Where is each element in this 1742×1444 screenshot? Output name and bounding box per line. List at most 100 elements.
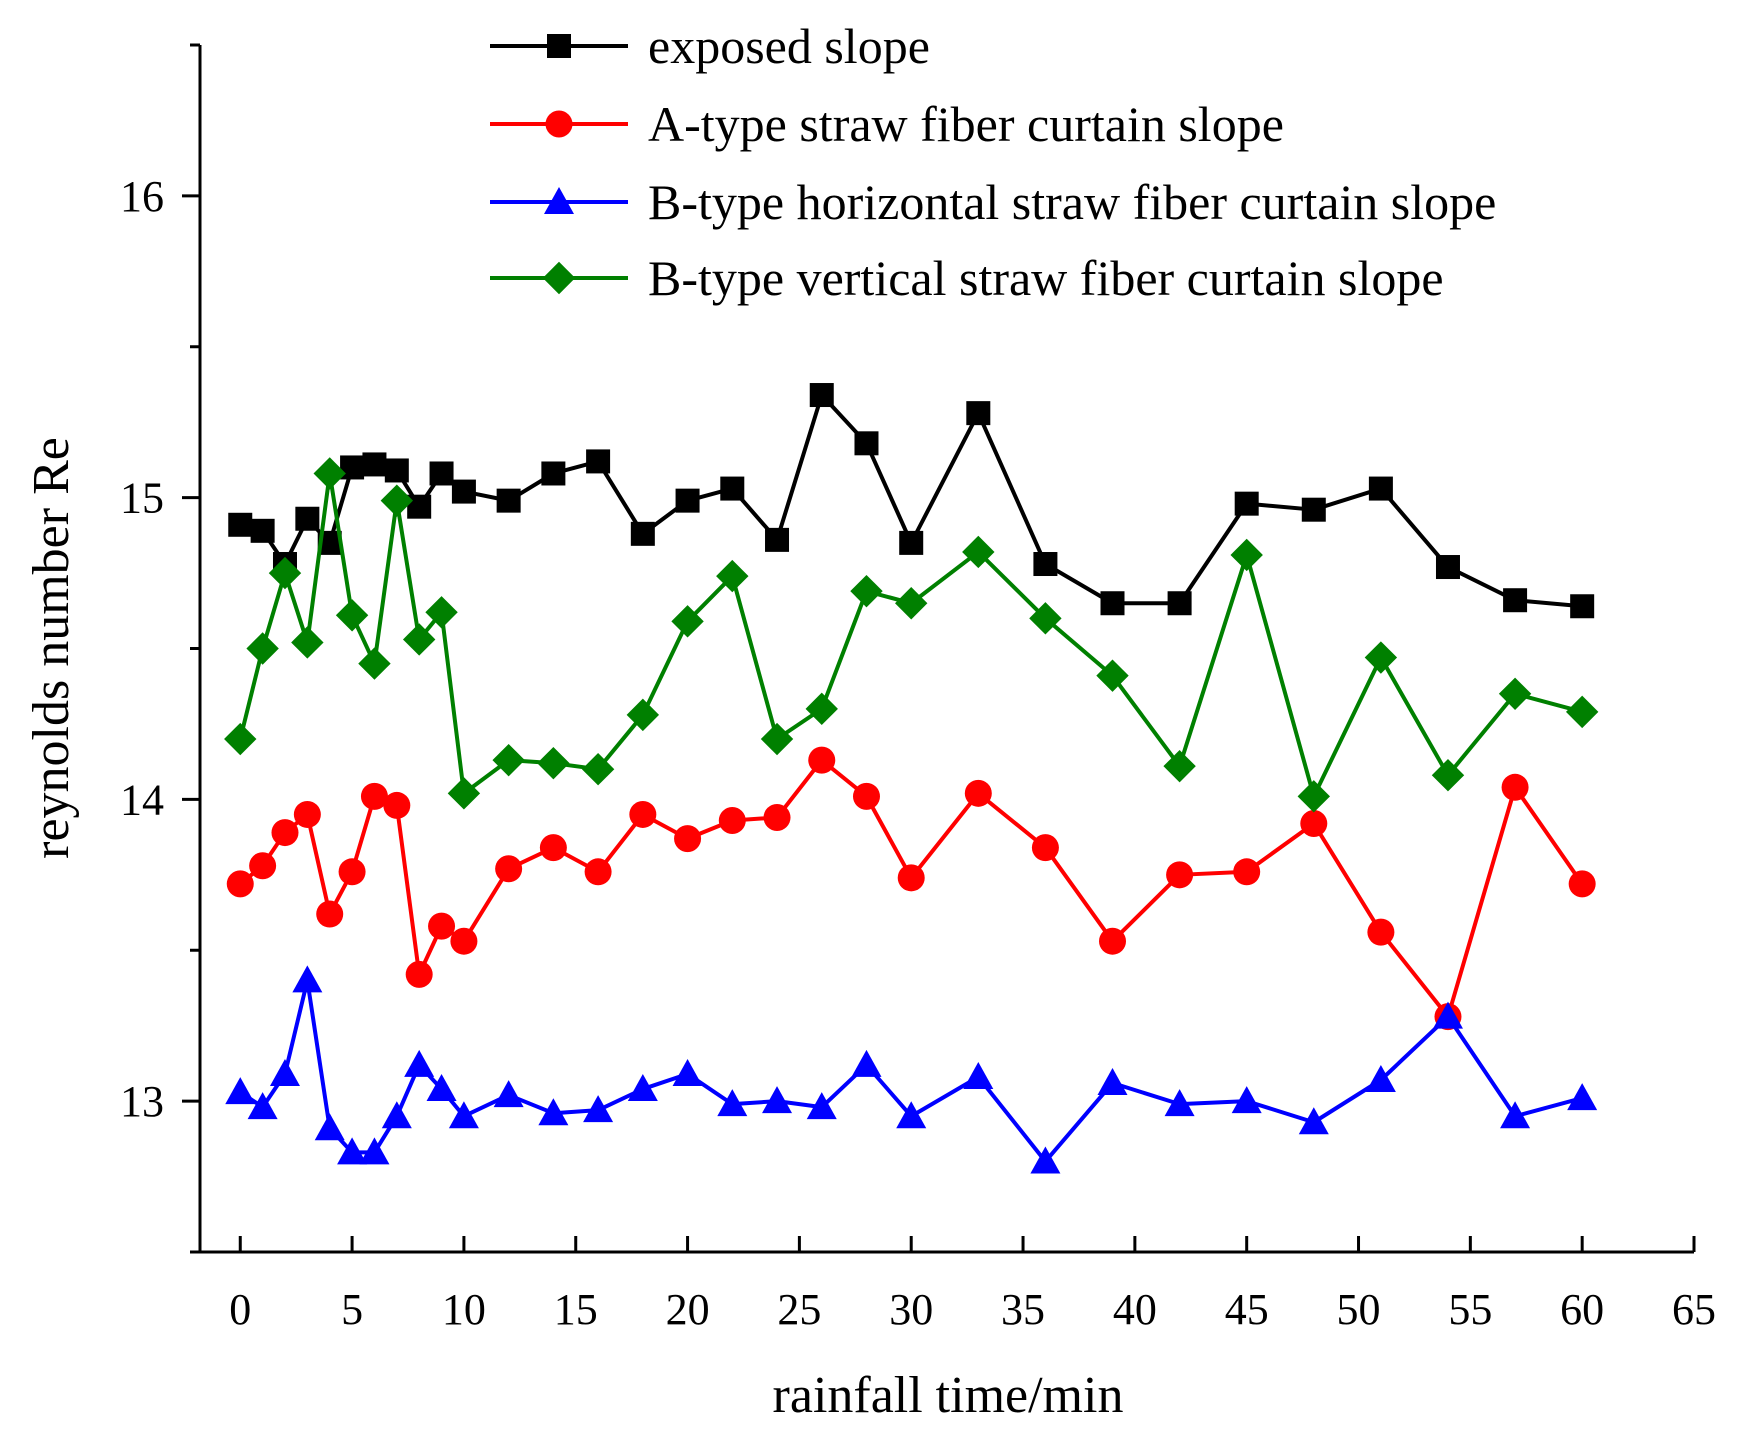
data-point [1567, 1083, 1598, 1111]
legend-label: B-type vertical straw fiber curtain slop… [648, 250, 1444, 306]
x-tick-label: 60 [1560, 1285, 1604, 1334]
data-point [1431, 759, 1465, 792]
legend-marker [545, 110, 573, 138]
data-point [672, 1058, 703, 1086]
series-3 [225, 965, 1598, 1174]
legend-item: B-type horizontal straw fiber curtain sl… [490, 174, 1496, 230]
data-point [335, 599, 369, 632]
data-point [586, 449, 611, 474]
data-point [537, 746, 570, 780]
data-point [1367, 918, 1395, 946]
data-point [1364, 641, 1398, 674]
data-point [358, 647, 391, 680]
data-point [492, 743, 525, 777]
y-tick-label: 15 [120, 474, 164, 523]
x-tick-label: 55 [1448, 1285, 1492, 1334]
data-point [293, 800, 321, 828]
legend: exposed slope A-type straw fiber curtain … [490, 18, 1496, 306]
data-point [630, 521, 655, 546]
data-point [852, 782, 880, 810]
data-point [1565, 695, 1599, 729]
x-tick-label: 30 [889, 1285, 933, 1334]
data-point [1298, 1107, 1329, 1135]
data-point [538, 1098, 569, 1126]
data-point [627, 1074, 658, 1102]
y-tick-label: 16 [120, 172, 164, 221]
data-point [426, 1074, 457, 1102]
x-tick-label: 45 [1225, 1285, 1269, 1334]
legend-marker [547, 34, 571, 58]
legend-marker [542, 261, 576, 295]
data-point [897, 864, 925, 892]
data-point [425, 596, 458, 629]
y-axis-title: reynolds number Re [23, 437, 80, 859]
x-tick-label: 10 [442, 1285, 486, 1334]
data-point [313, 457, 346, 490]
data-point [1432, 1001, 1463, 1029]
data-point [1099, 927, 1127, 955]
data-point [246, 632, 279, 665]
data-point [763, 803, 791, 831]
data-point [1435, 555, 1460, 580]
data-point [896, 1101, 927, 1129]
data-point [381, 1101, 412, 1129]
x-tick-label: 0 [229, 1285, 251, 1334]
data-point [626, 698, 660, 732]
data-point [541, 461, 566, 486]
data-point [1233, 858, 1261, 886]
x-tick-label: 15 [554, 1285, 598, 1334]
data-point [1100, 591, 1125, 616]
data-point [1368, 476, 1393, 501]
data-point [407, 494, 432, 519]
data-point [451, 479, 476, 504]
data-point [806, 1092, 837, 1120]
data-point [1031, 834, 1059, 862]
data-point [269, 1058, 300, 1086]
data-point [762, 1086, 793, 1114]
data-point [429, 461, 454, 486]
data-point [1167, 591, 1192, 616]
data-point [718, 806, 746, 834]
data-point [337, 1137, 368, 1165]
data-point [963, 1061, 994, 1089]
data-point [671, 605, 704, 638]
data-point [383, 791, 411, 819]
data-point [250, 518, 275, 543]
x-tick-label: 35 [1001, 1285, 1045, 1334]
data-point [1234, 491, 1259, 516]
data-point [962, 535, 995, 569]
data-point [584, 858, 612, 886]
data-point [1498, 677, 1532, 710]
data-point [760, 722, 794, 756]
series-line [238, 471, 1583, 799]
data-point [850, 574, 883, 608]
data-point [716, 559, 749, 593]
series-2 [226, 746, 1596, 1031]
data-point [314, 1113, 345, 1141]
y-tick-label: 13 [120, 1077, 164, 1126]
x-tick-label: 50 [1337, 1285, 1381, 1334]
data-point [895, 587, 928, 620]
legend-item: B-type vertical straw fiber curtain slop… [490, 250, 1444, 306]
data-point [717, 1089, 748, 1117]
data-point [1570, 594, 1595, 619]
x-tick-label: 40 [1113, 1285, 1157, 1334]
data-point [316, 900, 344, 928]
data-point [851, 1049, 882, 1077]
data-point [808, 746, 836, 774]
data-point [581, 753, 615, 786]
data-point [228, 512, 253, 537]
data-point [404, 1049, 435, 1077]
data-point [226, 870, 254, 898]
data-point [805, 692, 838, 726]
data-point [1231, 1086, 1262, 1114]
axes: 0 5 10 15 20 25 30 35 40 45 50 55 60 65 13 14 15 16 [120, 43, 1716, 1334]
data-point [496, 488, 521, 513]
data-point [1164, 1089, 1195, 1117]
data-point [1033, 552, 1058, 577]
x-axis-title: rainfall time/min [773, 1367, 1124, 1424]
data-point [1096, 659, 1129, 692]
data-point [292, 965, 323, 993]
data-point [448, 1101, 479, 1129]
data-point [966, 401, 991, 426]
